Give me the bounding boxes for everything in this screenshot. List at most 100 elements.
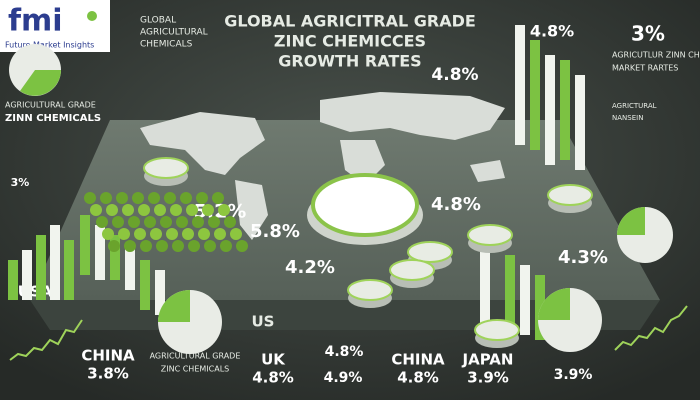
label: GLOBAL — [140, 16, 176, 26]
crop — [124, 240, 136, 252]
label: 4.8% — [530, 22, 574, 41]
crop — [188, 240, 200, 252]
decor-bar — [535, 275, 545, 340]
decor-bar — [480, 235, 490, 335]
label: AGRICULTURAL GRADE — [150, 352, 241, 361]
label: GROWTH RATES — [278, 52, 421, 71]
decor-bar — [520, 265, 530, 335]
tin-lid — [143, 157, 189, 179]
crop — [202, 204, 214, 216]
decor-bar — [50, 225, 60, 300]
logo-mark: fmi — [8, 4, 63, 39]
label: UK — [261, 351, 286, 369]
crop — [166, 228, 178, 240]
label: ZINC CHEMICALS — [161, 365, 229, 374]
crop — [134, 228, 146, 240]
label: 3% — [631, 22, 665, 46]
logo-box — [0, 0, 110, 52]
crop — [164, 192, 176, 204]
crop — [138, 204, 150, 216]
decor-bar — [530, 40, 540, 150]
crop — [116, 192, 128, 204]
pie-slice — [538, 288, 570, 320]
decor-bar — [22, 250, 32, 300]
label: US — [252, 313, 275, 331]
label: GLOBAL AGRICITRAL GRADE — [224, 12, 476, 31]
crop — [236, 240, 248, 252]
crop — [144, 216, 156, 228]
label: ZINC CHEMICCES — [274, 32, 426, 51]
label: MARKET RARTES — [612, 64, 678, 73]
crop — [204, 240, 216, 252]
label: 4.8% — [325, 344, 364, 360]
crop — [106, 204, 118, 216]
pie-slice — [617, 207, 645, 235]
label: AGRICTURAL — [612, 102, 657, 110]
crop — [196, 192, 208, 204]
label: CHEMICALS — [140, 40, 193, 50]
sparkline — [614, 305, 688, 351]
crop — [84, 192, 96, 204]
label: 4.3% — [558, 247, 608, 268]
crop — [212, 192, 224, 204]
label: CHINA — [81, 347, 135, 365]
crop — [122, 204, 134, 216]
label: JAPAN — [462, 351, 514, 369]
decor-bar — [155, 270, 165, 315]
crop — [150, 228, 162, 240]
sparkline — [9, 319, 83, 361]
tin-lid — [389, 259, 435, 281]
logo-dot — [87, 11, 97, 21]
decor-bar — [110, 235, 120, 280]
crop — [182, 228, 194, 240]
decor-bar — [80, 215, 90, 275]
tin-lid — [467, 224, 513, 246]
crop — [230, 228, 242, 240]
decor-bar — [140, 260, 150, 310]
label: CHINA — [391, 351, 445, 369]
crop — [102, 228, 114, 240]
crop — [220, 240, 232, 252]
label: 3% — [11, 176, 30, 189]
crop — [180, 192, 192, 204]
label: AGRICUTLUR ZINN CHEMICALS — [612, 51, 700, 60]
label: AGRICULTURAL — [140, 28, 208, 38]
crop — [128, 216, 140, 228]
label: 4.8% — [252, 369, 294, 387]
label: 4.2% — [285, 257, 335, 278]
decor-bar — [64, 240, 74, 300]
label: NANSEIN — [612, 114, 643, 122]
decor-bar — [575, 75, 585, 170]
crop — [218, 204, 230, 216]
label: 3.9% — [467, 369, 509, 387]
crop — [108, 240, 120, 252]
label: 4.8% — [431, 65, 478, 85]
tin-lid — [407, 241, 453, 263]
label: 4.8% — [397, 369, 439, 387]
crop — [186, 204, 198, 216]
decor-bar — [8, 260, 18, 300]
decor-bar — [515, 25, 525, 145]
decor-bar — [545, 55, 555, 165]
decor-bar — [125, 245, 135, 290]
crop — [198, 228, 210, 240]
label: 3.9% — [554, 367, 593, 383]
label: AGRICULTURAL GRADE — [5, 101, 96, 110]
crop — [100, 192, 112, 204]
crop — [172, 240, 184, 252]
badge — [311, 173, 419, 237]
decor-bar — [36, 235, 46, 300]
label: 3.8% — [87, 365, 129, 383]
crop — [118, 228, 130, 240]
decor-bar — [95, 225, 105, 280]
crop — [154, 204, 166, 216]
label: 4.9% — [324, 370, 363, 386]
crop — [140, 240, 152, 252]
crop — [148, 192, 160, 204]
crop — [214, 228, 226, 240]
tin-lid — [347, 279, 393, 301]
crop — [176, 216, 188, 228]
decor-bar — [560, 60, 570, 160]
pie-slice — [20, 70, 61, 96]
